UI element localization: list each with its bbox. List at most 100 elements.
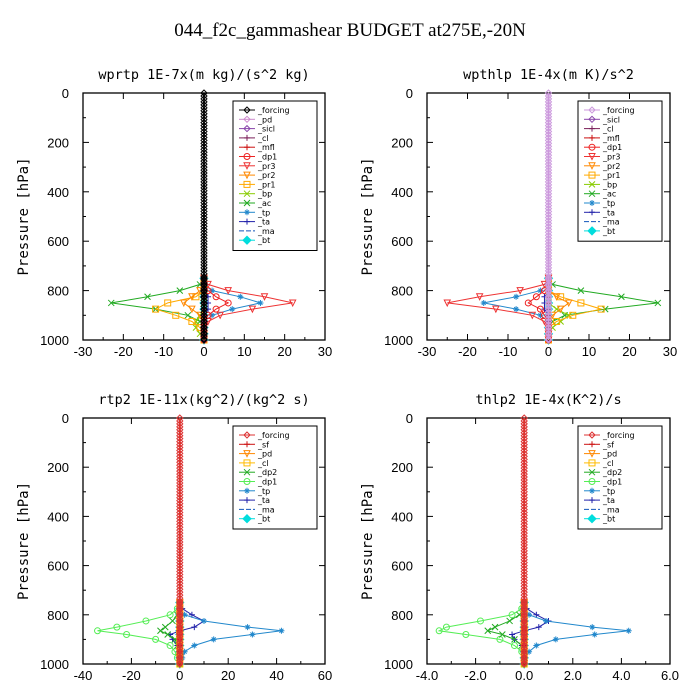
legend-label: _dp2 bbox=[257, 468, 277, 477]
legend-marker bbox=[243, 478, 251, 485]
legend: _forcing_sf_pd_cl_dp2_dp1_tp_ta_ma_bt bbox=[577, 425, 663, 530]
legend-marker bbox=[588, 190, 596, 198]
series-ac bbox=[107, 93, 208, 344]
panel-title: thlp2 1E-4x(K^2)/s bbox=[475, 392, 621, 408]
y-tick-label: 400 bbox=[391, 185, 413, 200]
data-point bbox=[180, 299, 188, 308]
data-point bbox=[244, 624, 251, 631]
x-tick-label: 2.0 bbox=[564, 668, 582, 683]
legend-label: _dp1 bbox=[257, 478, 277, 487]
legend-marker bbox=[588, 478, 596, 485]
legend-label: _dp2 bbox=[602, 468, 622, 477]
legend-marker bbox=[588, 162, 596, 170]
data-point bbox=[544, 336, 553, 344]
data-point bbox=[142, 617, 150, 625]
data-point bbox=[164, 299, 172, 307]
data-point bbox=[492, 305, 500, 314]
data-point bbox=[524, 299, 532, 307]
zero-column bbox=[176, 414, 184, 667]
data-point bbox=[188, 293, 196, 301]
zero-column-point bbox=[544, 335, 553, 343]
legend-label: _sicl bbox=[602, 115, 620, 124]
x-tick-label: 30 bbox=[318, 344, 332, 359]
legend-label: _pr3 bbox=[257, 162, 275, 171]
y-tick-label: 600 bbox=[391, 234, 413, 249]
y-tick-label: 200 bbox=[47, 135, 69, 150]
y-tick-label: 400 bbox=[47, 509, 69, 524]
legend-label: _dp1 bbox=[257, 153, 277, 162]
zero-column bbox=[200, 89, 208, 343]
series-ta bbox=[509, 418, 552, 667]
legend-marker bbox=[243, 171, 251, 180]
legend-label: _pr2 bbox=[602, 162, 620, 171]
y-tick-label: 200 bbox=[391, 135, 413, 150]
legend-marker bbox=[587, 513, 597, 524]
legend-label: _ac bbox=[602, 190, 616, 199]
legend-marker bbox=[588, 459, 596, 467]
y-tick-label: 0 bbox=[406, 411, 413, 426]
legend-label: _bt bbox=[257, 515, 270, 524]
legend-label: _forcing bbox=[602, 106, 635, 115]
legend-label: _tp bbox=[257, 487, 270, 496]
data-point bbox=[188, 317, 196, 325]
data-point bbox=[164, 631, 172, 638]
legend-label: _tp bbox=[257, 208, 270, 217]
legend-marker bbox=[243, 468, 251, 476]
legend-label: _ma bbox=[257, 505, 275, 514]
data-point bbox=[526, 648, 533, 655]
zero-column-point bbox=[544, 332, 553, 340]
legend-marker bbox=[588, 153, 596, 161]
data-point bbox=[537, 312, 544, 319]
legend-label: _pr1 bbox=[257, 180, 275, 189]
zero-column-point bbox=[200, 332, 208, 340]
legend-box bbox=[577, 100, 663, 242]
legend-label: _tp bbox=[602, 199, 615, 208]
legend-marker bbox=[243, 199, 251, 207]
data-point bbox=[601, 305, 609, 313]
data-point bbox=[176, 630, 184, 639]
data-point bbox=[176, 287, 184, 294]
data-point bbox=[537, 287, 544, 294]
legend-marker bbox=[589, 209, 595, 216]
legend-marker bbox=[587, 226, 597, 236]
legend-marker bbox=[588, 431, 596, 439]
data-point bbox=[564, 299, 573, 308]
data-point bbox=[475, 293, 484, 301]
data-point bbox=[480, 299, 487, 306]
panel-title: wpthlp 1E-4x(m K)/s^2 bbox=[463, 67, 634, 83]
y-tick-label: 800 bbox=[391, 608, 413, 623]
data-point bbox=[552, 293, 561, 301]
data-point bbox=[188, 305, 196, 314]
legend-marker bbox=[589, 487, 595, 494]
x-tick-label: 20 bbox=[221, 668, 235, 683]
zero-column-point bbox=[520, 656, 528, 664]
x-tick-label: 10 bbox=[237, 344, 251, 359]
data-point bbox=[618, 293, 625, 301]
data-point bbox=[520, 630, 528, 639]
legend-marker bbox=[243, 431, 251, 439]
legend-marker bbox=[244, 497, 250, 504]
x-tick-label: -40 bbox=[74, 668, 93, 683]
data-point bbox=[552, 636, 559, 643]
legend-label: _forcing bbox=[257, 106, 290, 115]
data-point bbox=[577, 287, 585, 294]
data-point bbox=[161, 623, 169, 631]
legend-label: _bp bbox=[257, 190, 272, 199]
x-tick-label: -20 bbox=[122, 668, 141, 683]
data-point bbox=[533, 611, 540, 618]
series-dp1 bbox=[94, 418, 184, 668]
data-point bbox=[513, 293, 520, 300]
data-point bbox=[257, 299, 264, 306]
legend-label: _tp bbox=[602, 487, 615, 496]
data-point bbox=[508, 611, 516, 619]
legend-marker bbox=[244, 144, 250, 151]
series-line bbox=[97, 418, 181, 665]
legend-marker bbox=[588, 106, 596, 114]
legend-label: _pd bbox=[602, 450, 617, 459]
y-tick-label: 800 bbox=[47, 608, 69, 623]
x-tick-label: 0 bbox=[176, 668, 183, 683]
legend-label: _pr2 bbox=[257, 171, 275, 180]
legend-label: _bt bbox=[602, 515, 615, 524]
legend-marker bbox=[244, 134, 250, 141]
